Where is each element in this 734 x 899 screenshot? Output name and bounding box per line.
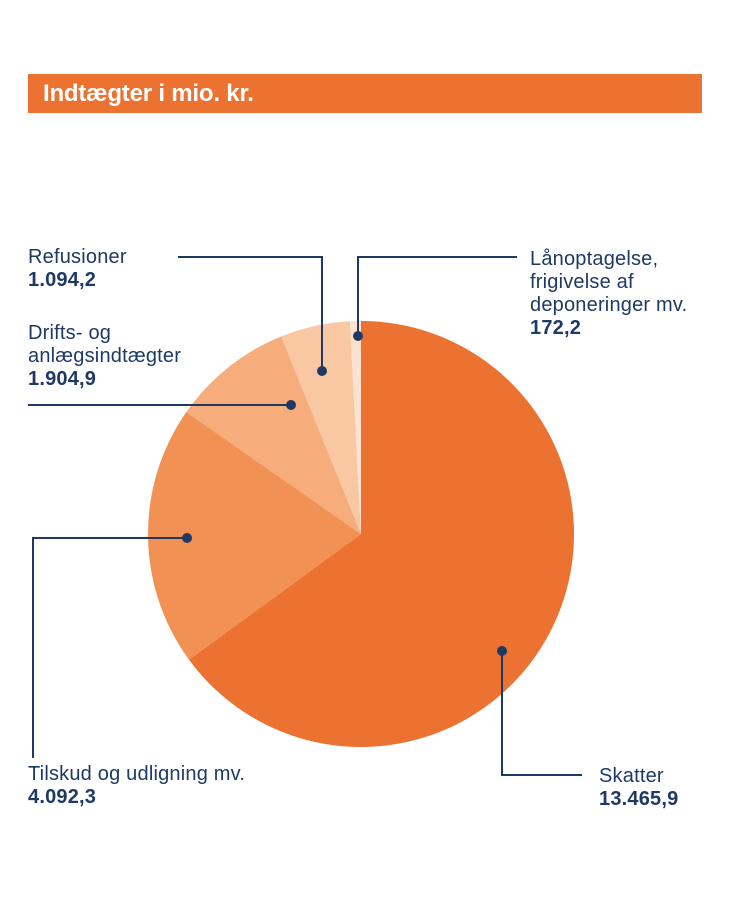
callout-value: 1.904,9 <box>28 368 97 390</box>
callout-label: anlægsindtægter <box>28 345 182 367</box>
leader-dot-refusioner <box>317 366 327 376</box>
callout-lines <box>28 256 582 776</box>
callout-tilskud: Tilskud og udligning mv. 4.092,3 <box>28 763 245 809</box>
leader-line-skatter <box>501 651 582 776</box>
callout-value: 13.465,9 <box>599 788 679 810</box>
pie-slice-lanoptagelse <box>349 321 361 534</box>
callout-lanoptagelse: Lånoptagelse, frigivelse af deponeringer… <box>530 248 687 340</box>
callout-value: 1.094,2 <box>28 269 97 291</box>
pie-slice-tilskud <box>147 412 361 660</box>
callout-label: Lånoptagelse, <box>530 248 659 270</box>
leader-dot-skatter <box>497 646 507 656</box>
leader-line-refusioner <box>178 256 323 371</box>
chart-title: Indtægter i mio. kr. <box>43 79 254 107</box>
callout-value: 172,2 <box>530 317 582 339</box>
leader-line-lanoptagelse <box>357 256 517 336</box>
callout-drifts: Drifts- og anlægsindtægter 1.904,9 <box>28 322 181 391</box>
callout-label: Skatter <box>599 765 664 787</box>
callout-label: deponeringer mv. <box>530 294 688 316</box>
leader-line-tilskud <box>32 537 187 758</box>
leader-dot-lanoptagelse <box>353 331 363 341</box>
callout-label: Tilskud og udligning mv. <box>28 763 246 785</box>
pie-slice-skatter <box>188 321 574 747</box>
pie-slices <box>147 321 574 747</box>
pie-slice-refusioner <box>281 321 361 534</box>
callout-label: Refusioner <box>28 246 127 268</box>
callout-label: frigivelse af <box>530 271 634 293</box>
leader-dot-tilskud <box>182 533 192 543</box>
chart-title-bar: Indtægter i mio. kr. <box>28 74 702 113</box>
pie-slice-drifts <box>186 336 361 534</box>
leader-dot-drifts <box>286 400 296 410</box>
callout-label: Drifts- og <box>28 322 112 344</box>
callout-value: 4.092,3 <box>28 786 97 808</box>
callout-skatter: Skatter 13.465,9 <box>599 765 678 811</box>
callout-refusioner: Refusioner 1.094,2 <box>28 246 127 292</box>
